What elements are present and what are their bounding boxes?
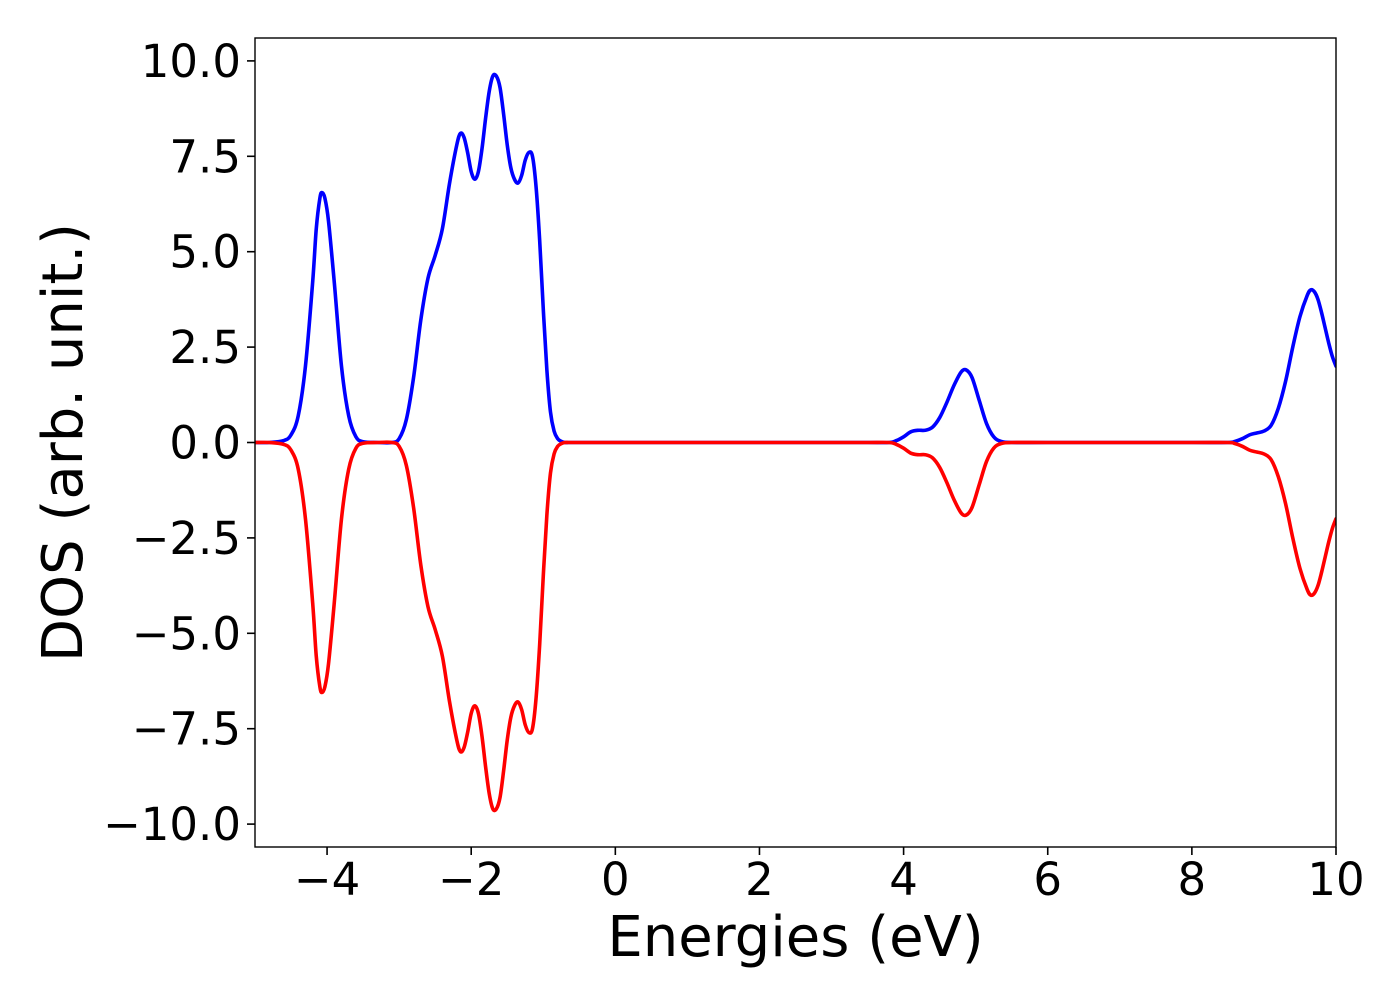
y-tick-label: 7.5 [169, 130, 241, 183]
x-axis-ticks: −4 −2 0 2 4 6 8 10 [294, 847, 1365, 906]
series-layer [255, 72, 1336, 813]
y-tick-label: −7.5 [132, 703, 241, 756]
x-tick-label: 6 [1033, 853, 1062, 906]
y-axis-title: DOS (arb. unit.) [31, 223, 96, 662]
series-line-2 [255, 440, 1336, 813]
y-tick-label: −2.5 [132, 512, 241, 565]
y-tick-label: 0.0 [169, 417, 241, 470]
x-tick-label: 8 [1178, 853, 1207, 906]
x-tick-label: 10 [1307, 853, 1364, 906]
x-tick-label: 4 [889, 853, 918, 906]
y-tick-label: −5.0 [132, 607, 241, 660]
x-tick-label: −4 [294, 853, 360, 906]
y-tick-label: 2.5 [169, 321, 241, 374]
y-tick-label: −10.0 [103, 798, 241, 851]
y-axis-ticks: 10.0 7.5 5.0 2.5 0.0 −2.5 −5.0 −7.5 −10.0 [103, 35, 255, 851]
series-line-1 [255, 72, 1336, 445]
x-axis-title: Energies (eV) [607, 905, 983, 970]
x-tick-label: −2 [438, 853, 504, 906]
x-tick-label: 2 [745, 853, 774, 906]
y-tick-label: 10.0 [141, 35, 241, 88]
y-tick-label: 5.0 [169, 226, 241, 279]
x-tick-label: 0 [601, 853, 630, 906]
